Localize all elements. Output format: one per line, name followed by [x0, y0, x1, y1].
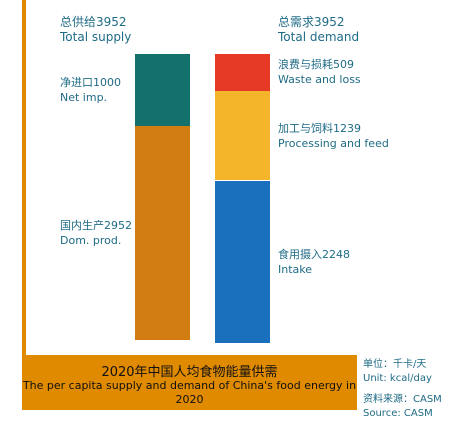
frame-left-border	[22, 0, 26, 355]
supply-segment-1-label-en: Dom. prod.	[60, 234, 122, 248]
supply-total-label-en: Total supply	[60, 30, 132, 44]
demand-segment-0-label-en: Waste and loss	[278, 73, 361, 87]
demand-total-label-cn: 总需求3952	[278, 15, 345, 29]
supply-segment-1	[135, 126, 190, 340]
supply-segment-0-label-cn: 净进口1000	[60, 76, 121, 90]
demand-segment-2-label-cn: 食用摄入2248	[278, 247, 350, 261]
demand-segment-1-label-cn: 加工与饲料1239	[278, 121, 361, 135]
demand-segment-0-label-cn: 浪费与损耗509	[278, 58, 354, 72]
supply-segment-1-label-cn: 国内生产2952	[60, 219, 132, 233]
source-en: Source: CASM	[363, 408, 433, 419]
chart-title-en: The per capita supply and demand of Chin…	[22, 379, 357, 406]
demand-segment-1-label-en: Processing and feed	[278, 136, 389, 150]
supply-total-label-cn: 总供给3952	[60, 15, 127, 29]
supply-segment-0	[135, 54, 190, 127]
demand-segment-2-label-en: Intake	[278, 262, 313, 276]
unit-en: Unit: kcal/day	[363, 373, 432, 384]
chart-title-cn: 2020年中国人均食物能量供需	[101, 365, 278, 380]
demand-segment-1	[215, 90, 270, 181]
demand-total-label-en: Total demand	[278, 30, 360, 44]
unit-cn: 单位：千卡/天	[363, 359, 427, 370]
supply-segment-0-label-en: Net imp.	[60, 91, 108, 105]
demand-segment-0	[215, 54, 270, 91]
source-cn: 资料来源：CASM	[363, 394, 442, 405]
demand-segment-2	[215, 180, 270, 344]
title-box: 2020年中国人均食物能量供需 The per capita supply an…	[22, 355, 357, 410]
